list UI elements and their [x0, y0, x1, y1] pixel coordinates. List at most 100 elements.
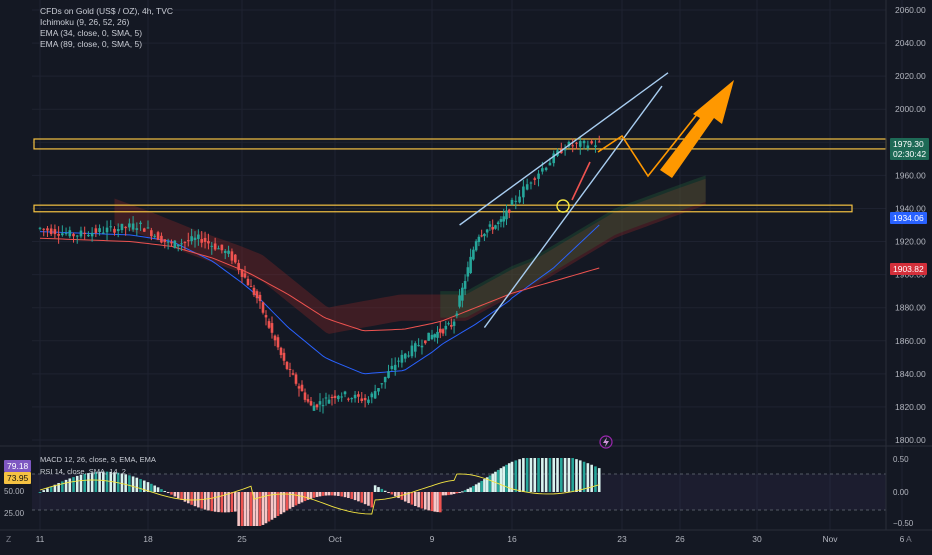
candle-body-11 [79, 230, 83, 237]
candle-body-57 [240, 269, 244, 277]
macd-bar-54 [230, 492, 234, 513]
candle-body-60 [249, 286, 253, 288]
macd-bar-85 [324, 492, 328, 496]
candle-body-68 [273, 335, 277, 341]
macd-bar-162 [571, 458, 574, 492]
lightning-icon[interactable] [599, 435, 613, 449]
macd-bar-139 [491, 473, 494, 492]
candle-body-77 [300, 384, 304, 392]
candle-body-32 [156, 232, 160, 240]
channel-lower [483, 85, 663, 328]
macd-bar-73 [288, 492, 292, 509]
candle-body-34 [163, 239, 167, 243]
macd-bar-126 [455, 492, 459, 494]
candle-body-128 [461, 287, 464, 301]
candle-body-87 [330, 396, 334, 398]
macd-bar-136 [483, 479, 486, 492]
candle-body-79 [306, 399, 310, 402]
candle-body-50 [217, 248, 220, 250]
price-tick-13: 1800.00 [895, 435, 926, 445]
candle-body-61 [252, 287, 256, 295]
candle-body-67 [270, 323, 274, 333]
candle-body-137 [485, 229, 489, 233]
candle-body-9 [72, 233, 75, 237]
candle-body-7 [64, 233, 68, 235]
candle-body-85 [324, 397, 328, 399]
macd-bar-100 [373, 485, 377, 492]
candle-body-75 [294, 374, 298, 384]
candle-body-153 [537, 173, 540, 179]
macd-bar-58 [243, 492, 247, 526]
candle-body-72 [285, 361, 289, 369]
candle-body-134 [477, 236, 481, 243]
macd-bar-15 [94, 472, 98, 492]
macd-bar-97 [363, 492, 367, 505]
candle-body-150 [525, 184, 529, 190]
macd-bar-30 [150, 483, 153, 492]
candle-body-42 [190, 236, 193, 242]
corner-z: Z [6, 534, 11, 544]
candle-body-133 [474, 241, 478, 251]
macd-bar-168 [594, 466, 597, 492]
macd-bar-22 [120, 473, 124, 492]
macd-bar-34 [163, 490, 167, 492]
candle-body-66 [267, 321, 271, 328]
candle-body-145 [507, 209, 511, 213]
candle-body-53 [227, 250, 230, 254]
macd-bar-146 [510, 461, 514, 492]
price-tick-2: 2020.00 [895, 71, 926, 81]
candle-body-130 [466, 267, 470, 277]
macd-bar-118 [433, 492, 437, 512]
ema34-label[interactable]: EMA (34, close, 0, SMA, 5) [40, 28, 143, 38]
candle-body-35 [166, 241, 170, 243]
time-tick-9: Nov [822, 534, 838, 544]
ema89-label[interactable]: EMA (89, close, 0, SMA, 5) [40, 39, 143, 49]
candle-body-62 [255, 291, 259, 299]
macd-bar-81 [312, 492, 316, 498]
macd-bar-37 [173, 492, 177, 497]
macd-bar-156 [548, 458, 552, 492]
macd-bar-33 [160, 489, 163, 492]
candle-body-164 [578, 141, 582, 147]
macd-bar-77 [300, 492, 304, 503]
candle-body-113 [417, 345, 420, 347]
candle-body-6 [61, 233, 64, 236]
candle-body-43 [193, 237, 197, 241]
macd-bar-119 [436, 492, 439, 513]
macd-bar-46 [203, 492, 207, 510]
osc-tag-purple: 79.18 [4, 460, 32, 472]
candle-body-90 [340, 396, 343, 398]
candle-body-31 [153, 235, 157, 237]
symbol-label: CFDs on Gold (US$ / OZ), 4h, TVC [40, 6, 174, 16]
macd-bar-160 [563, 458, 567, 492]
time-tick-5: 16 [507, 534, 517, 544]
price-tick-9: 1880.00 [895, 303, 926, 313]
candle-body-36 [170, 241, 173, 244]
candle-body-154 [541, 168, 544, 172]
projection-zigzag [597, 107, 703, 178]
macd-bar-80 [309, 492, 313, 499]
candle-body-94 [353, 394, 357, 399]
macd-bar-104 [387, 492, 390, 493]
ema34-price-tag: 1934.06 [890, 212, 927, 224]
macd-bar-150 [525, 458, 529, 492]
candle-body-54 [230, 251, 234, 261]
candle-body-165 [582, 140, 586, 144]
macd-bar-165 [582, 461, 586, 492]
macd-bar-65 [264, 492, 268, 524]
macd-bar-45 [200, 492, 204, 509]
macd-bar-143 [502, 466, 506, 492]
candle-body-63 [258, 294, 262, 302]
candle-body-4 [53, 229, 57, 235]
ichimoku-label[interactable]: Ichimoku (9, 26, 52, 26) [40, 17, 130, 27]
macd-bar-153 [537, 458, 540, 492]
time-tick-8: 30 [752, 534, 762, 544]
candle-body-18 [105, 227, 109, 233]
macd-bar-87 [330, 492, 334, 496]
macd-bar-102 [380, 488, 384, 492]
candle-body-56 [237, 263, 240, 271]
macd-bar-61 [252, 492, 256, 526]
candle-body-49 [213, 243, 217, 250]
